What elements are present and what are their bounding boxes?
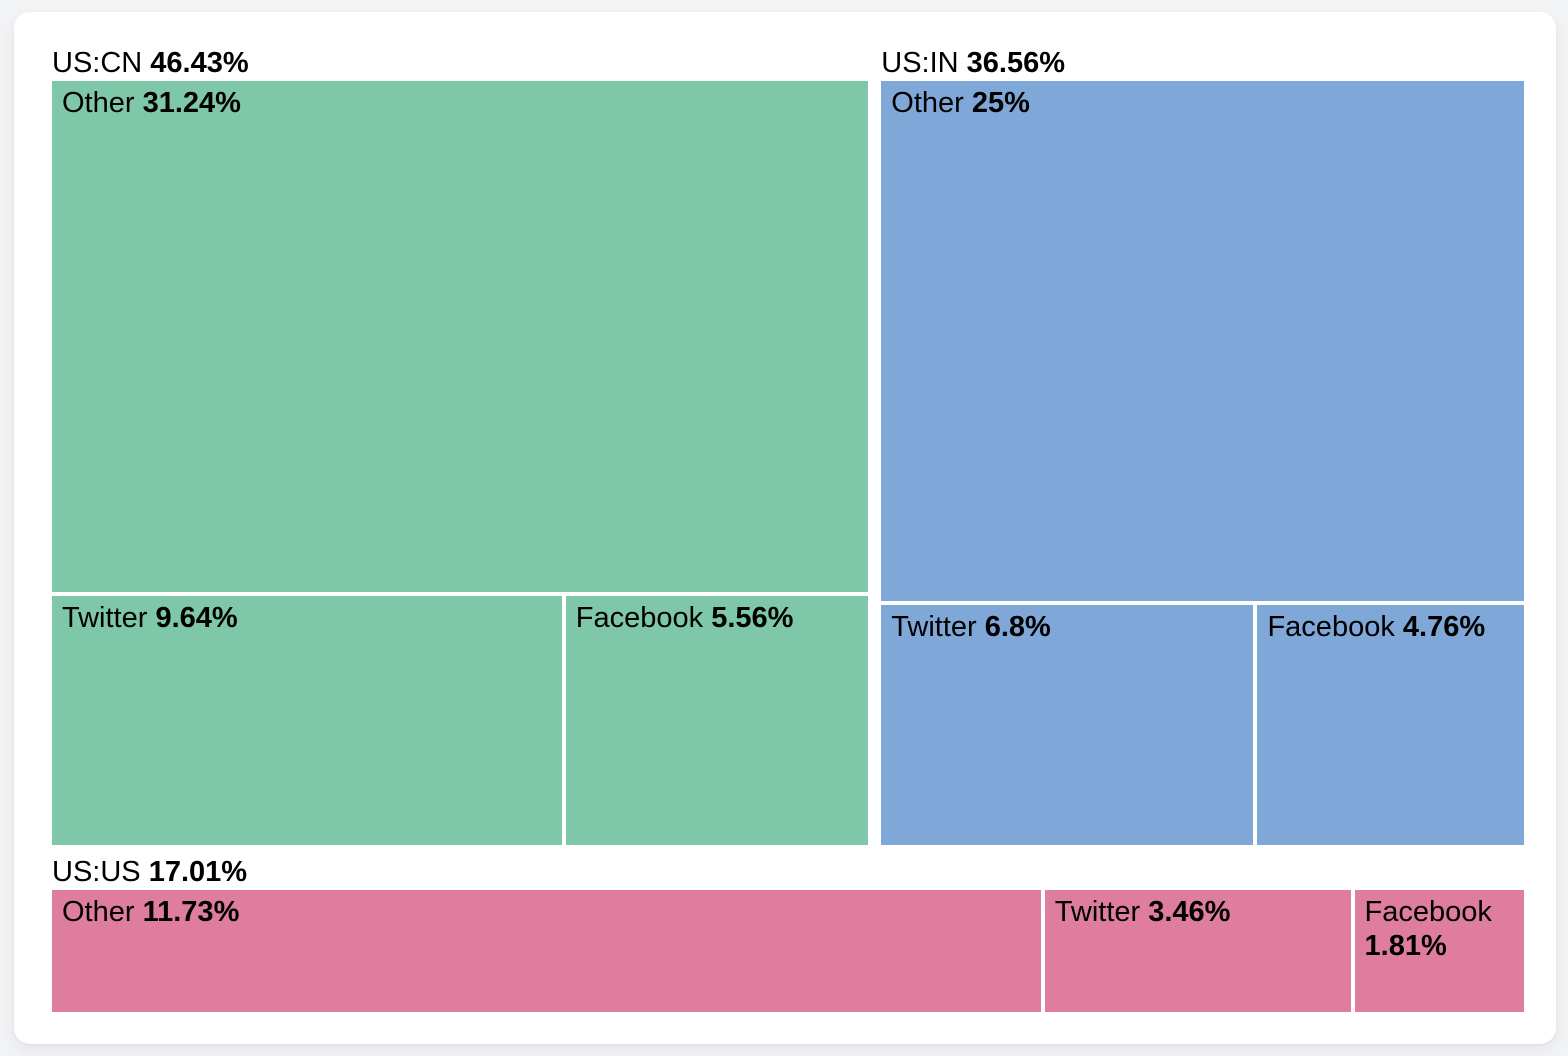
group-us-in-value: 36.56% bbox=[966, 47, 1066, 79]
cell-us-us-twitter[interactable]: Twitter 3.46% bbox=[1044, 890, 1351, 1012]
cell-us-us-other-value: 11.73% bbox=[142, 896, 240, 928]
group-us-cn-label: US:CN bbox=[52, 47, 143, 79]
treemap-chart: US:CN 46.43% Other 31.24% Twitter 9.64% Fac… bbox=[52, 45, 1524, 1012]
cell-us-cn-twitter[interactable]: Twitter 9.64% bbox=[52, 596, 562, 845]
cell-us-cn-facebook-label: Facebook bbox=[575, 602, 704, 635]
treemap-group-us-cn: US:CN 46.43% Other 31.24% Twitter 9.64% Fac… bbox=[52, 45, 869, 845]
cell-us-in-other-value: 25% bbox=[971, 87, 1030, 119]
group-body-us-in: Other 25% Twitter 6.8% Facebook 4.76% bbox=[881, 81, 1524, 845]
cell-us-us-other-label: Other bbox=[62, 896, 135, 928]
group-header-us-us[interactable]: US:US 17.01% bbox=[52, 854, 1524, 890]
treemap-card: US:CN 46.43% Other 31.24% Twitter 9.64% Fac… bbox=[14, 12, 1556, 1044]
cell-us-cn-facebook[interactable]: Facebook 5.56% bbox=[565, 596, 869, 845]
cell-us-in-twitter-label: Twitter bbox=[891, 610, 977, 643]
group-us-cn-value: 46.43% bbox=[150, 47, 249, 79]
treemap-row: Other 11.73% Twitter 3.46% Facebook 1.81% bbox=[52, 890, 1524, 1012]
treemap-row: Other 25% bbox=[881, 81, 1524, 601]
cell-us-us-other[interactable]: Other 11.73% bbox=[52, 890, 1041, 1012]
cell-us-in-facebook-value: 4.76% bbox=[1402, 610, 1486, 643]
cell-us-in-other-label: Other bbox=[891, 87, 964, 119]
group-body-us-us: Other 11.73% Twitter 3.46% Facebook 1.81% bbox=[52, 890, 1524, 1012]
cell-us-cn-other-label: Other bbox=[62, 87, 135, 119]
group-us-in-label: US:IN bbox=[881, 47, 959, 79]
treemap-row: Twitter 6.8% Facebook 4.76% bbox=[881, 604, 1524, 845]
cell-us-us-facebook-label: Facebook bbox=[1364, 896, 1492, 928]
treemap-row: Twitter 9.64% Facebook 5.56% bbox=[52, 596, 869, 845]
cell-us-us-facebook[interactable]: Facebook 1.81% bbox=[1354, 890, 1524, 1012]
treemap-group-us-in: US:IN 36.56% Other 25% Twitter 6.8% Faceboo… bbox=[881, 45, 1524, 845]
group-us-us-label: US:US bbox=[52, 856, 141, 888]
treemap-group-us-us: US:US 17.01% Other 11.73% Twitter 3.46% Fac… bbox=[52, 854, 1524, 1012]
cell-us-in-facebook-label: Facebook bbox=[1267, 610, 1395, 643]
cell-us-us-twitter-label: Twitter bbox=[1054, 896, 1141, 928]
cell-us-in-twitter[interactable]: Twitter 6.8% bbox=[881, 604, 1254, 845]
cell-us-cn-twitter-value: 9.64% bbox=[155, 602, 238, 635]
cell-us-us-twitter-value: 3.46% bbox=[1148, 896, 1231, 928]
treemap-top-row: US:CN 46.43% Other 31.24% Twitter 9.64% Fac… bbox=[52, 45, 1524, 845]
group-body-us-cn: Other 31.24% Twitter 9.64% Facebook 5.56% bbox=[52, 81, 869, 845]
cell-us-cn-other[interactable]: Other 31.24% bbox=[52, 81, 869, 593]
group-us-us-value: 17.01% bbox=[148, 856, 248, 888]
cell-us-in-facebook[interactable]: Facebook 4.76% bbox=[1257, 604, 1524, 845]
cell-us-us-facebook-value: 1.81% bbox=[1364, 930, 1447, 962]
cell-us-cn-other-value: 31.24% bbox=[142, 87, 241, 119]
cell-us-cn-twitter-label: Twitter bbox=[62, 602, 148, 635]
cell-us-cn-facebook-value: 5.56% bbox=[711, 602, 794, 635]
group-header-us-cn[interactable]: US:CN 46.43% bbox=[52, 45, 868, 81]
group-header-us-in[interactable]: US:IN 36.56% bbox=[881, 45, 1524, 81]
cell-us-in-twitter-value: 6.8% bbox=[984, 610, 1051, 643]
treemap-row: Other 31.24% bbox=[52, 81, 869, 593]
cell-us-in-other[interactable]: Other 25% bbox=[881, 81, 1524, 601]
